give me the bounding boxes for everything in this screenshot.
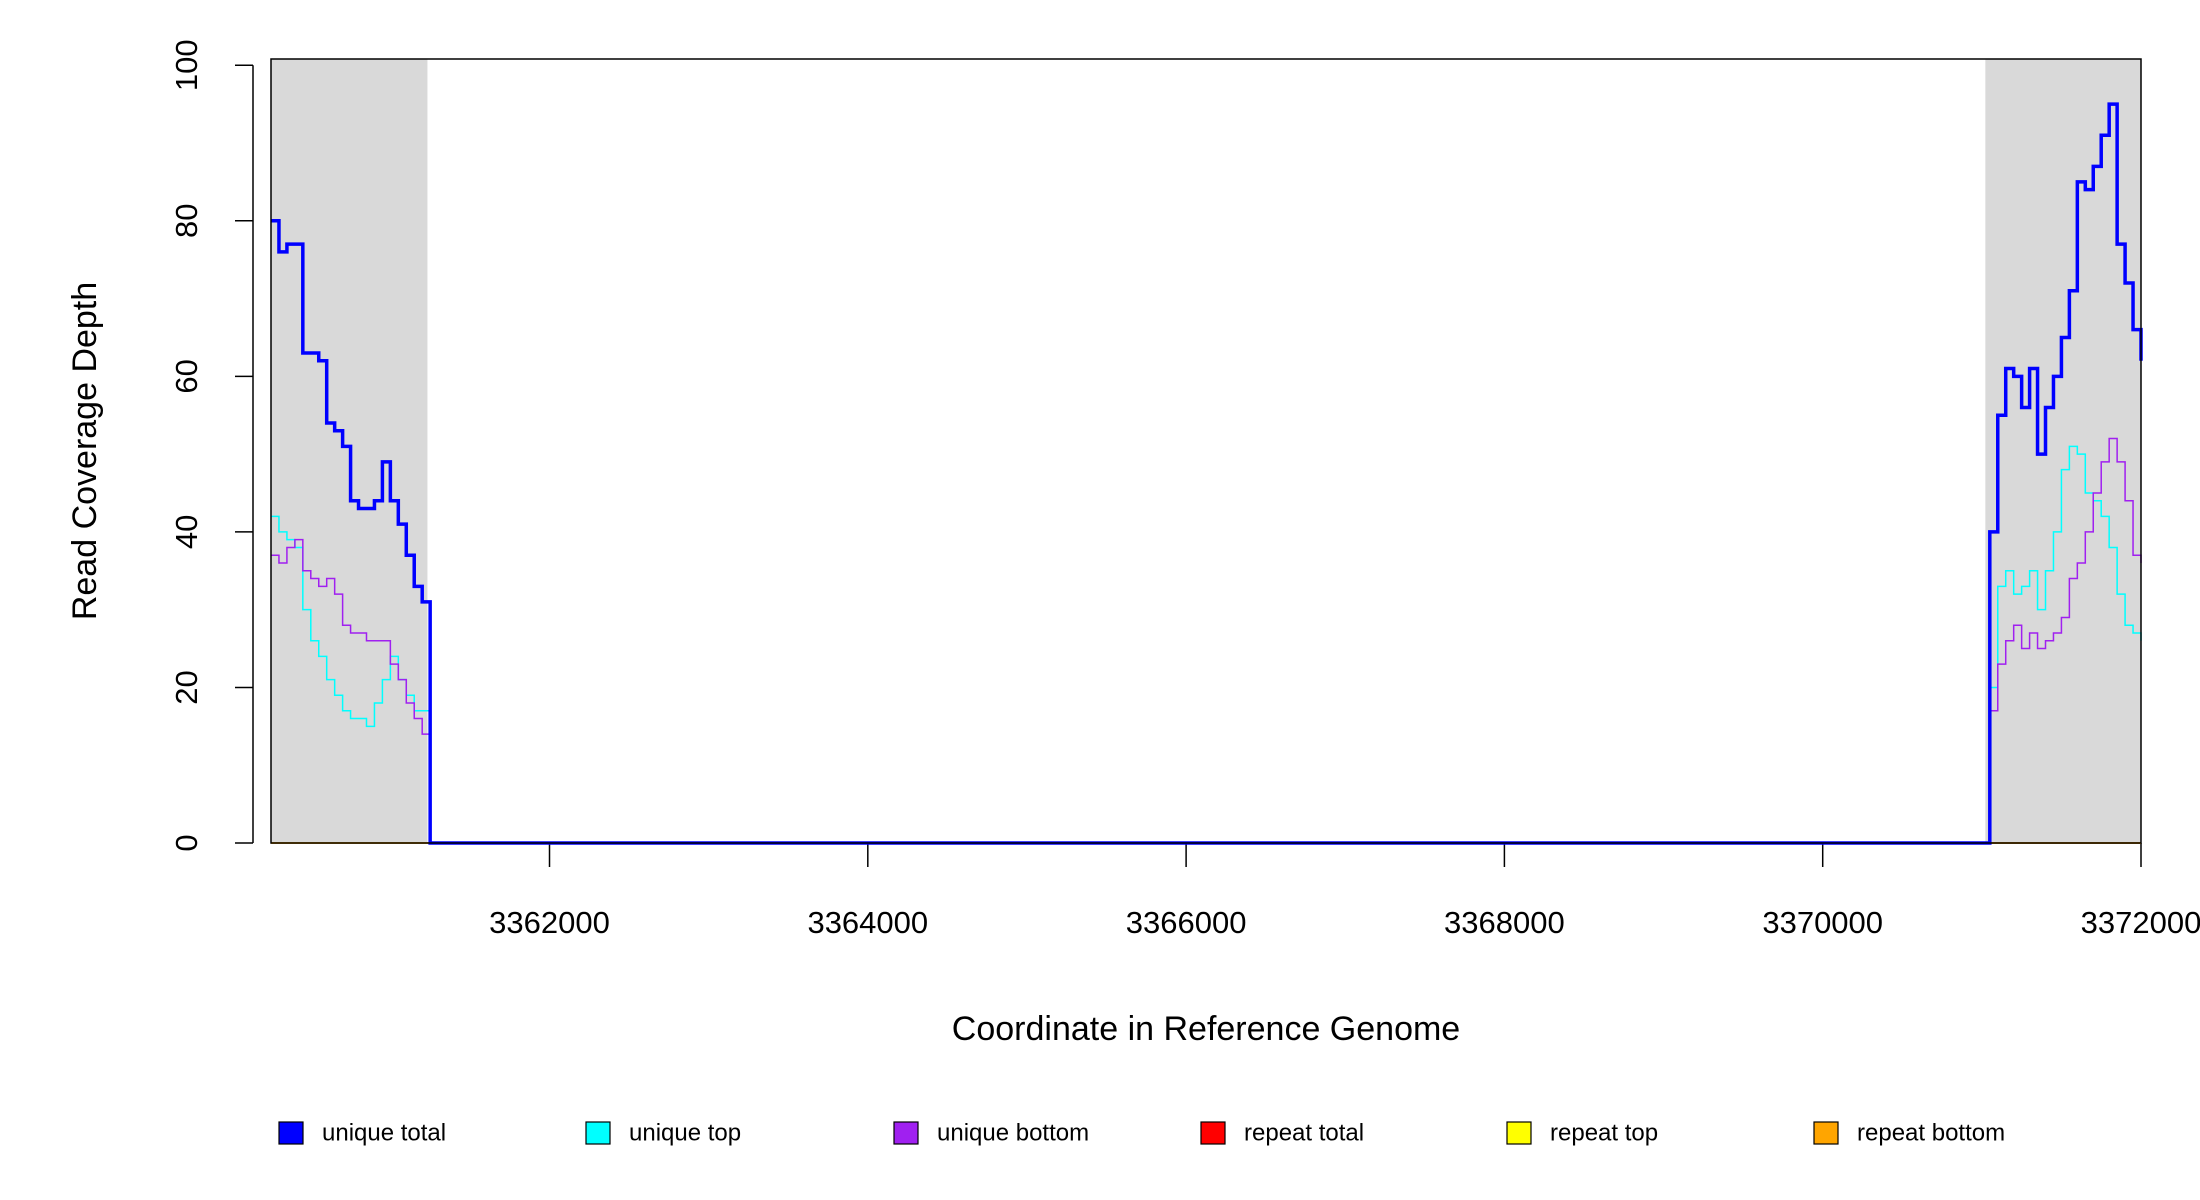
legend-label: unique bottom bbox=[937, 1119, 1089, 1146]
y-tick-label: 60 bbox=[169, 359, 204, 393]
y-tick-label: 80 bbox=[169, 204, 204, 238]
x-tick-label: 3372000 bbox=[2081, 905, 2200, 940]
legend-swatch bbox=[893, 1121, 919, 1145]
y-tick-label: 40 bbox=[169, 515, 204, 549]
legend-swatch bbox=[278, 1121, 304, 1145]
x-tick-label: 3370000 bbox=[1762, 905, 1883, 940]
x-tick-label: 3362000 bbox=[489, 905, 610, 940]
x-axis-title: Coordinate in Reference Genome bbox=[952, 1010, 1460, 1048]
x-tick-label: 3368000 bbox=[1444, 905, 1565, 940]
legend-swatch bbox=[585, 1121, 611, 1145]
legend-label: unique top bbox=[629, 1119, 741, 1146]
series-line bbox=[271, 445, 2142, 844]
series-line bbox=[271, 437, 2142, 844]
y-tick-label: 20 bbox=[169, 670, 204, 704]
legend-swatch bbox=[1506, 1121, 1532, 1145]
plot-frame bbox=[270, 58, 2142, 844]
legend-label: repeat total bbox=[1244, 1119, 1364, 1146]
x-tick-label: 3364000 bbox=[807, 905, 928, 940]
legend-label: unique total bbox=[322, 1119, 446, 1146]
x-tick-label: 3366000 bbox=[1126, 905, 1247, 940]
y-tick-label: 0 bbox=[169, 834, 204, 851]
legend-swatch bbox=[1813, 1121, 1839, 1145]
legend-label: repeat bottom bbox=[1857, 1119, 2005, 1146]
y-tick-label: 100 bbox=[169, 39, 204, 91]
highlight-region bbox=[1985, 59, 2141, 843]
series-line bbox=[271, 102, 2143, 845]
legend-label: repeat top bbox=[1550, 1119, 1658, 1146]
legend-swatch bbox=[1200, 1121, 1226, 1145]
y-axis-title: Read Coverage Depth bbox=[66, 282, 104, 620]
